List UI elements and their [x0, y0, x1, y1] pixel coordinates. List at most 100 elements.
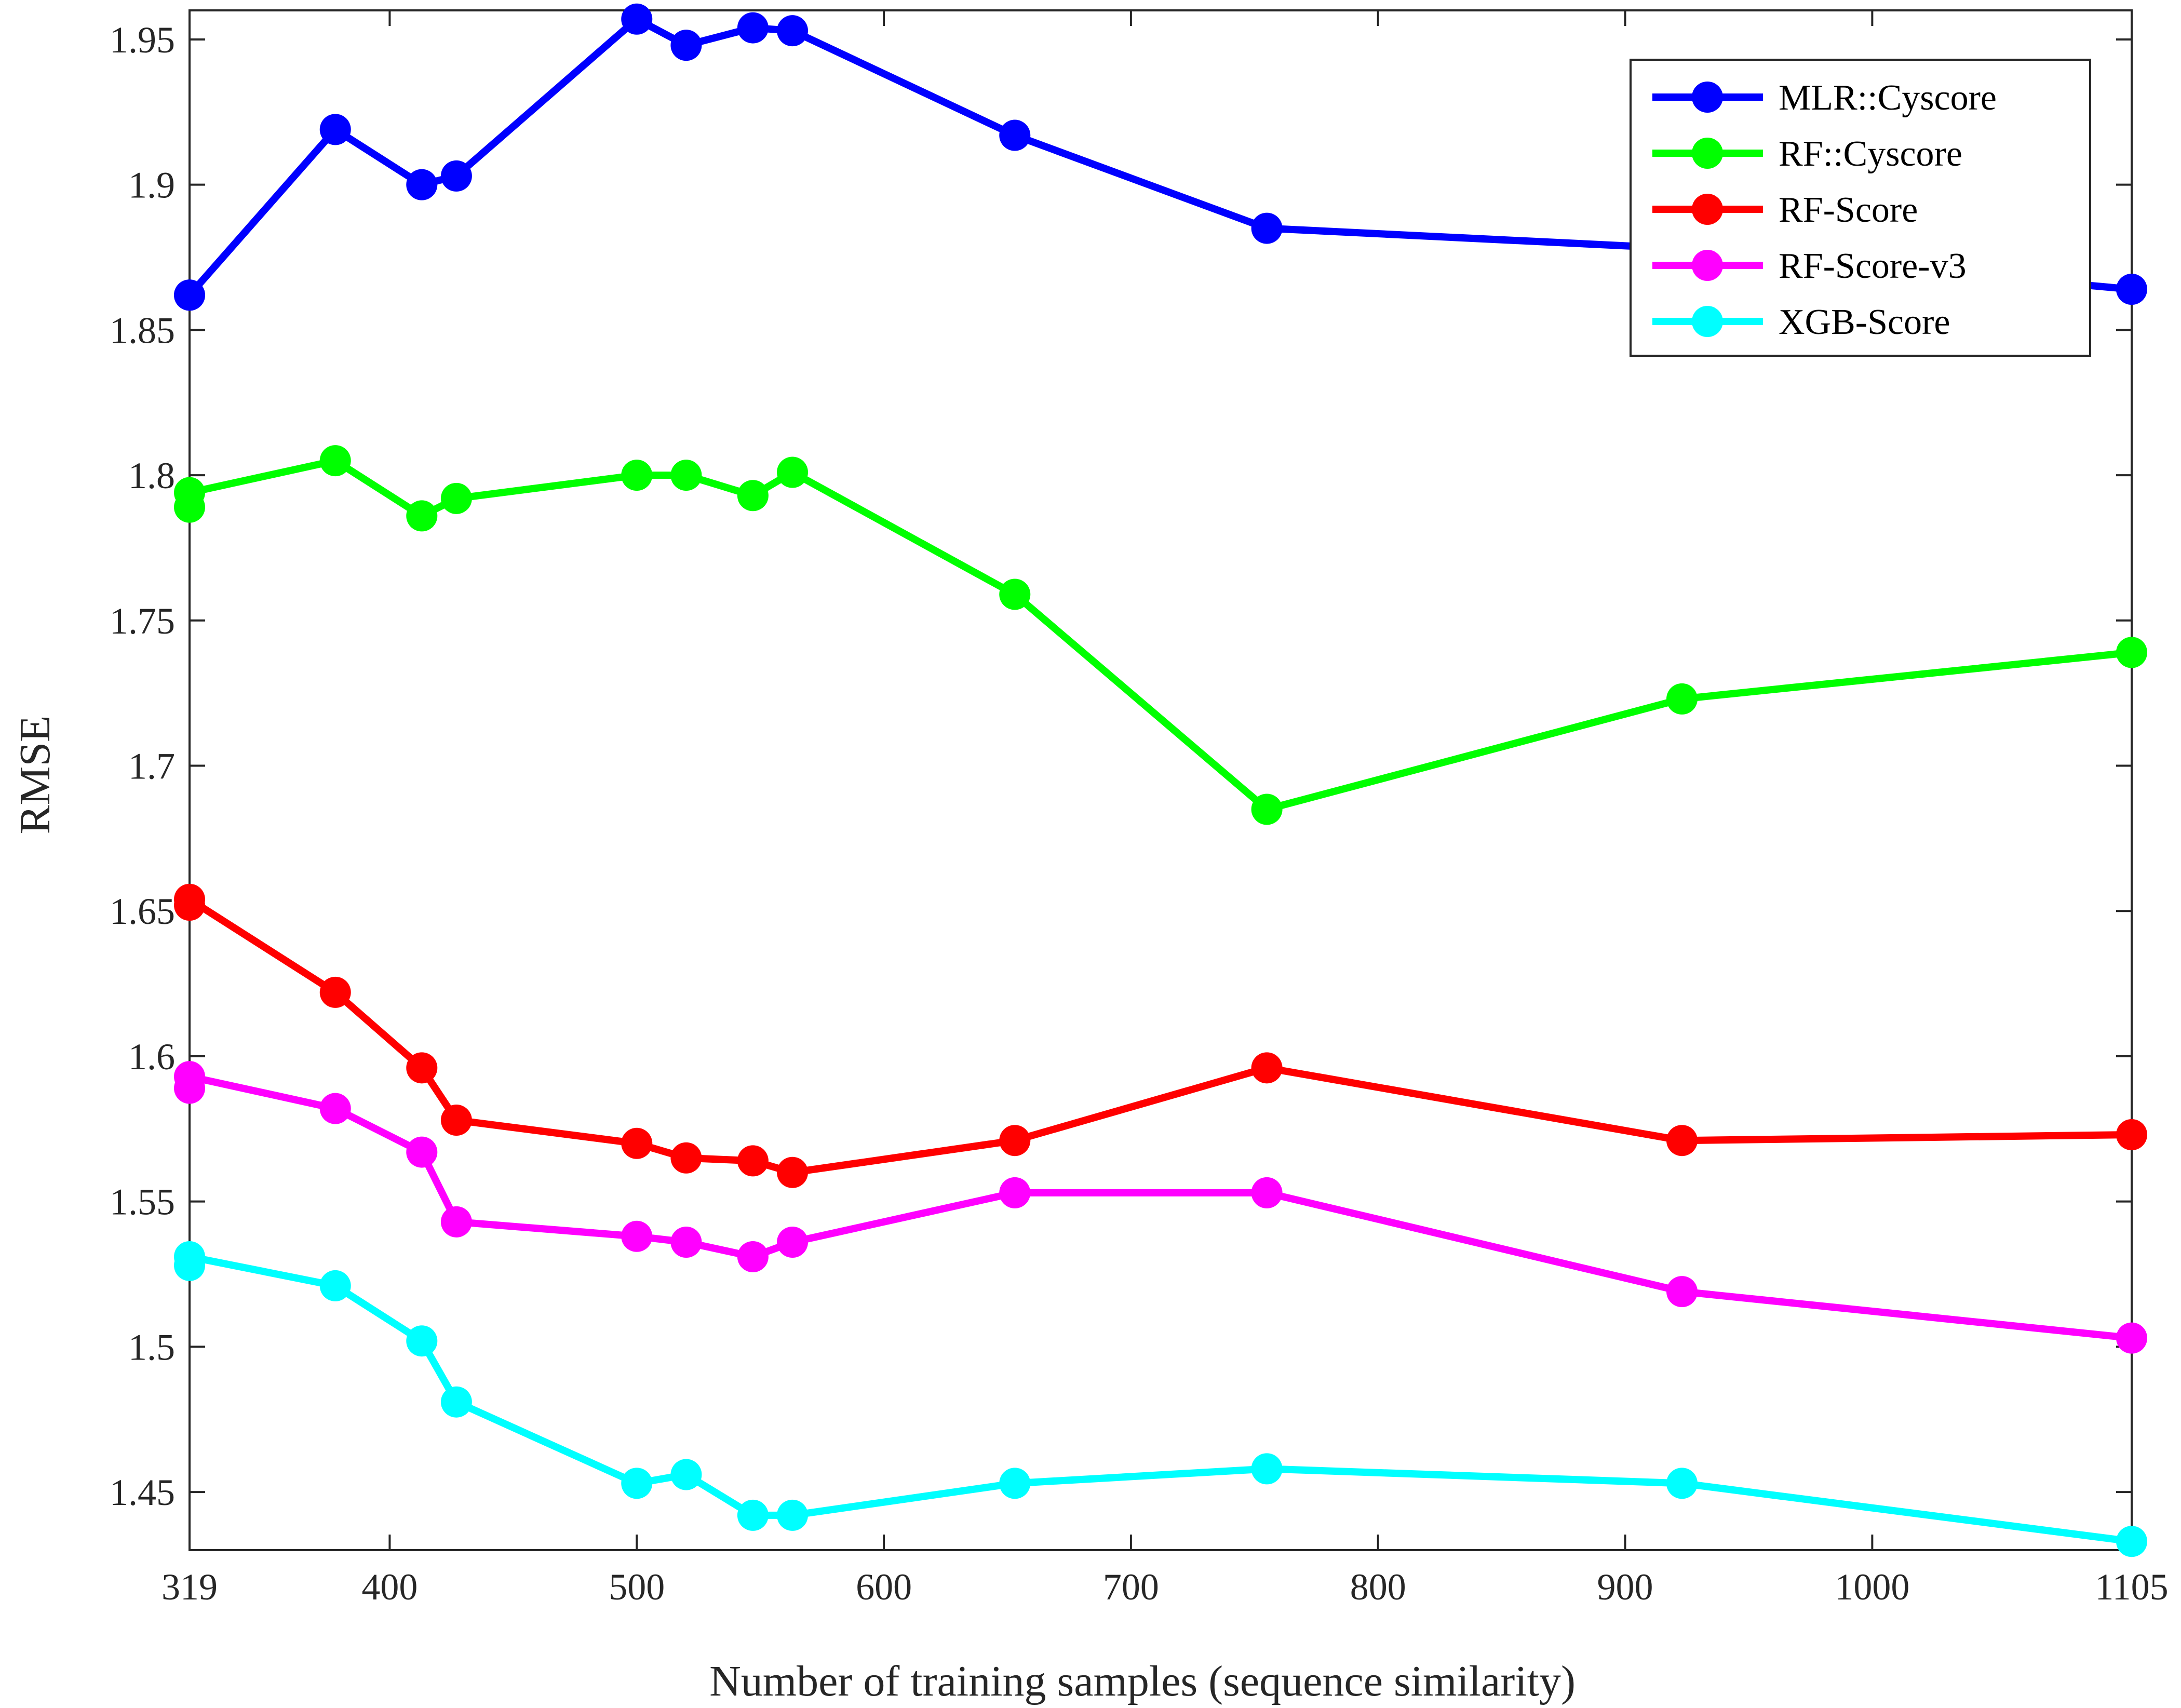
legend-marker	[1692, 138, 1723, 169]
y-tick-label: 1.75	[110, 600, 175, 642]
series-xgb-score	[174, 1241, 2147, 1557]
x-tick-label: 600	[856, 1566, 912, 1608]
data-point	[1666, 683, 1698, 715]
data-point	[319, 114, 351, 145]
data-point	[174, 883, 205, 915]
series-rf-score-v3	[174, 1061, 2147, 1354]
data-point	[670, 1459, 702, 1490]
data-point	[1251, 794, 1283, 825]
data-point	[670, 30, 702, 61]
data-point	[777, 1499, 809, 1531]
data-point	[2116, 1322, 2147, 1354]
legend-marker	[1692, 82, 1723, 113]
data-point	[1666, 1468, 1698, 1499]
data-point	[1666, 1276, 1698, 1308]
series-line	[186, 15, 2132, 298]
data-point	[406, 169, 438, 200]
data-point	[319, 976, 351, 1008]
data-point	[670, 1142, 702, 1174]
x-tick-label: 319	[161, 1566, 218, 1608]
y-axis-label: RMSE	[11, 716, 59, 835]
data-point	[406, 1325, 438, 1357]
data-point	[999, 1177, 1031, 1208]
series-line	[186, 895, 2132, 1176]
data-point	[174, 1061, 205, 1093]
x-tick-label: 400	[361, 1566, 418, 1608]
data-point	[1251, 1052, 1283, 1084]
data-point	[1666, 1125, 1698, 1156]
data-point	[777, 15, 809, 47]
data-point	[1251, 1453, 1283, 1485]
y-tick-label: 1.5	[128, 1326, 175, 1368]
series-lines	[174, 3, 2147, 1557]
data-point	[440, 1206, 472, 1238]
data-point	[440, 160, 472, 192]
data-point	[440, 482, 472, 514]
y-tick-label: 1.8	[128, 455, 175, 496]
y-tick-label: 1.85	[110, 310, 175, 351]
legend-label: XGB-Score	[1779, 302, 1950, 342]
legend-marker	[1692, 194, 1723, 225]
y-tick-label: 1.95	[110, 19, 175, 61]
data-point	[777, 1227, 809, 1258]
data-point	[2116, 1119, 2147, 1151]
data-point	[999, 579, 1031, 610]
x-tick-label: 700	[1103, 1566, 1159, 1608]
data-point	[737, 480, 769, 512]
data-point	[406, 500, 438, 532]
legend-label: MLR::Cyscore	[1779, 78, 1997, 118]
data-point	[999, 119, 1031, 151]
data-point	[1251, 212, 1283, 244]
data-point	[999, 1468, 1031, 1499]
legend-label: RF::Cyscore	[1779, 134, 1962, 174]
y-tick-label: 1.9	[128, 165, 175, 206]
data-point	[319, 445, 351, 477]
x-tick-label: 1000	[1835, 1566, 1909, 1608]
data-point	[174, 279, 205, 311]
data-point	[406, 1052, 438, 1084]
data-point	[2116, 1526, 2147, 1557]
data-point	[440, 1386, 472, 1418]
data-point	[737, 1145, 769, 1177]
data-point	[2116, 637, 2147, 668]
data-point	[670, 1227, 702, 1258]
data-point	[319, 1093, 351, 1124]
data-point	[777, 1156, 809, 1188]
data-point	[621, 3, 653, 35]
axes: 319 400 500 600 700 800 900 1000 1105 1.45 1.5 1.55…	[110, 9, 2169, 1608]
y-tick-label: 1.45	[110, 1472, 175, 1513]
data-point	[440, 1105, 472, 1136]
x-axis-label: Number of training samples (sequence sim…	[709, 1657, 1576, 1705]
data-point	[737, 12, 769, 44]
series-mlr-cyscore	[174, 3, 2147, 311]
data-point	[737, 1499, 769, 1531]
legend-marker	[1692, 250, 1723, 281]
data-point	[621, 1127, 653, 1159]
data-point	[999, 1125, 1031, 1156]
legend: MLR::CyscoreRF::CyscoreRF-ScoreRF-Score-…	[1630, 59, 2091, 357]
data-point	[621, 1220, 653, 1252]
data-point	[2116, 274, 2147, 305]
legend-label: RF-Score	[1779, 190, 1918, 230]
plot-area-frame	[189, 9, 2133, 1551]
x-tick-label: 900	[1597, 1566, 1653, 1608]
series-rf-score	[174, 883, 2147, 1188]
y-tick-label: 1.6	[128, 1036, 175, 1078]
y-tick-label: 1.65	[110, 891, 175, 932]
data-point	[777, 456, 809, 488]
x-tick-label: 500	[609, 1566, 665, 1608]
x-tick-label: 1105	[2095, 1566, 2168, 1608]
data-point	[621, 460, 653, 491]
data-point	[319, 1270, 351, 1301]
series-line	[186, 1253, 2132, 1545]
data-point	[737, 1241, 769, 1272]
series-rf-cyscore	[174, 445, 2147, 825]
series-line	[186, 1073, 2132, 1342]
x-tick-label: 800	[1350, 1566, 1406, 1608]
series-line	[186, 457, 2132, 813]
data-point	[670, 460, 702, 491]
y-tick-label: 1.55	[110, 1181, 175, 1223]
legend-marker	[1692, 306, 1723, 337]
data-point	[1251, 1177, 1283, 1208]
